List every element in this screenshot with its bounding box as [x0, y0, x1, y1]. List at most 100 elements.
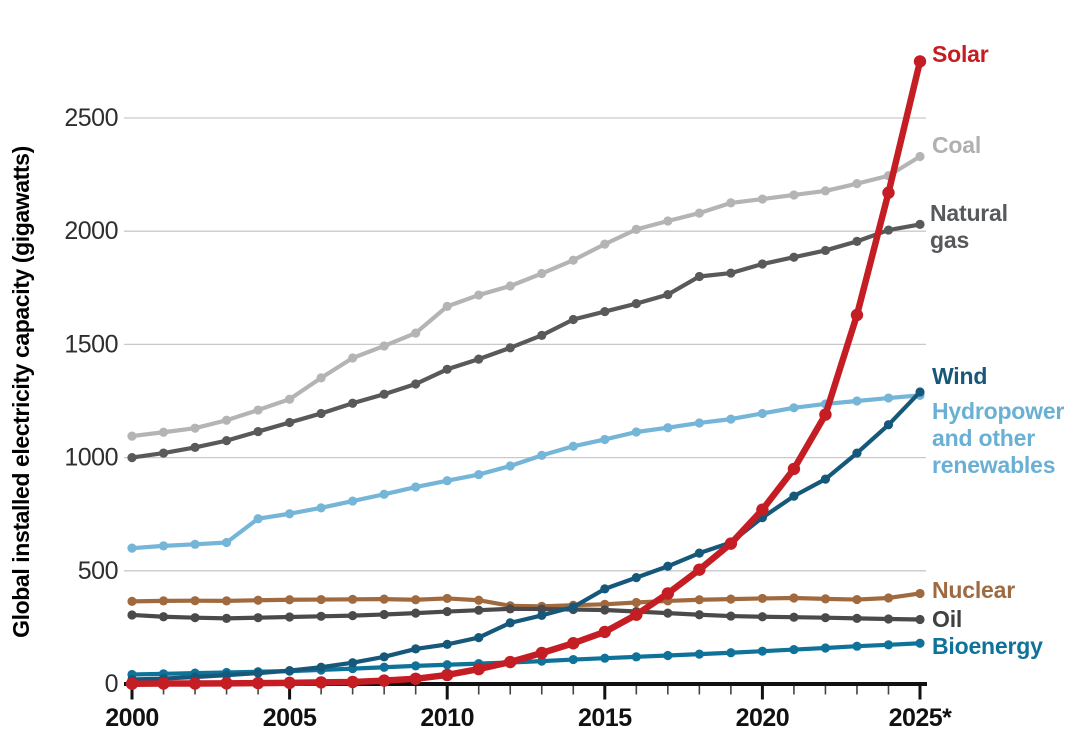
series-dot-wind [915, 387, 925, 397]
series-dot-natural-gas [852, 236, 862, 246]
series-dot-solar [441, 668, 454, 682]
series-label-wind: Wind [932, 363, 988, 389]
series-dot-coal [348, 353, 358, 363]
series-dot-natural-gas [316, 408, 326, 419]
x-tick-labels: 2000 2005 2010 2015 2020 2025* [105, 704, 952, 732]
series-dot-oil [285, 612, 295, 622]
series-dot-wind [883, 420, 894, 430]
x-tick-label: 2020 [736, 704, 790, 732]
series-dot-oil [537, 604, 547, 614]
series-dot-bioenergy [537, 656, 547, 666]
series-dot-wind [820, 474, 831, 484]
series-dot-nuclear [442, 593, 452, 604]
series-dot-solar [787, 462, 801, 476]
series-dot-bioenergy [694, 649, 704, 659]
series-dot-natural-gas [883, 225, 894, 235]
series-dot-bioenergy [789, 644, 799, 655]
series-dot-nuclear [158, 596, 169, 606]
series-dot-nuclear [190, 596, 200, 606]
series-dot-hydropower [411, 482, 421, 492]
series-dot-wind [631, 572, 641, 583]
series-dot-natural-gas [411, 379, 421, 389]
series-dot-solar [693, 563, 706, 576]
series-dot-coal [852, 179, 862, 189]
series-dot-wind [221, 670, 232, 680]
series-dot-nuclear [474, 595, 484, 605]
series-dot-coal [158, 427, 169, 437]
series-dot-wind [442, 639, 452, 649]
series-dot-nuclear [820, 594, 831, 604]
series-dot-hydropower [285, 509, 295, 519]
series-dot-coal [726, 198, 736, 208]
series-dot-solar [220, 677, 233, 690]
series-hydropower [127, 390, 925, 553]
series-line-natural-gas [129, 222, 923, 460]
series-dot-natural-gas [663, 289, 673, 300]
series-dot-natural-gas [757, 259, 768, 269]
series-dot-natural-gas [348, 398, 358, 408]
y-tick-label: 2000 [64, 217, 118, 245]
series-dot-wind [568, 602, 578, 612]
y-tick-label: 0 [105, 670, 118, 698]
series-dot-bioenergy [852, 641, 862, 651]
series-dot-bioenergy [726, 648, 736, 658]
series-dot-oil [757, 612, 768, 622]
gridlines [124, 117, 926, 572]
series-label-hydropower: Hydropower and other renewables [932, 398, 1065, 478]
series-dot-nuclear [852, 594, 862, 605]
series-dot-bioenergy [820, 643, 831, 653]
series-dot-hydropower [852, 396, 862, 406]
y-tick-label: 1000 [64, 444, 118, 472]
series-dot-solar [850, 308, 864, 322]
series-dot-coal [442, 301, 452, 311]
series-dot-hydropower [694, 418, 704, 428]
series-dot-nuclear [726, 594, 736, 604]
series-label-coal: Coal [932, 132, 982, 158]
series-dot-coal [474, 290, 484, 300]
series-dot-oil [852, 613, 862, 623]
series-dot-solar [346, 675, 359, 689]
series-dot-solar [913, 55, 927, 68]
series-dot-nuclear [221, 596, 232, 606]
series-dot-coal [127, 431, 137, 441]
series-dot-wind [285, 666, 295, 676]
series-dot-coal [789, 190, 799, 200]
series-dot-natural-gas [694, 271, 704, 282]
series-dot-wind [505, 618, 515, 628]
series-dot-wind [600, 584, 610, 594]
series-dot-nuclear [285, 595, 295, 605]
series-dot-coal [820, 186, 831, 196]
series-dot-hydropower [883, 393, 894, 403]
series-dot-bioenergy [663, 650, 673, 661]
series-dot-solar [882, 186, 895, 199]
series-dot-oil [411, 608, 421, 618]
series-dot-bioenergy [379, 662, 389, 672]
series-dot-wind [474, 632, 484, 643]
series-dot-bioenergy [411, 661, 421, 671]
series-dot-coal [221, 415, 232, 425]
series-label-oil: Oil [932, 606, 963, 632]
series-dot-solar [535, 646, 548, 660]
series-dot-bioenergy [442, 660, 452, 670]
series-label-bioenergy: Bioenergy [932, 633, 1043, 659]
series-dot-solar [314, 676, 328, 689]
series-oil [127, 604, 925, 625]
series-dot-coal [663, 216, 673, 226]
series-dot-wind [537, 610, 547, 621]
series-dot-oil [474, 605, 484, 615]
series-dot-oil [820, 613, 831, 623]
series-dot-wind [379, 652, 389, 662]
series-dot-natural-gas [221, 436, 232, 446]
x-tick-label: 2000 [105, 704, 159, 732]
series-dot-solar [598, 625, 611, 639]
series-dot-solar [283, 676, 296, 690]
series-dot-oil [253, 613, 263, 623]
series-dot-nuclear [253, 595, 263, 605]
series-nuclear [127, 588, 925, 611]
series-dot-wind [411, 644, 421, 654]
series-dot-wind [253, 668, 263, 678]
series-dot-coal [694, 208, 704, 218]
series-dot-natural-gas [253, 426, 263, 437]
